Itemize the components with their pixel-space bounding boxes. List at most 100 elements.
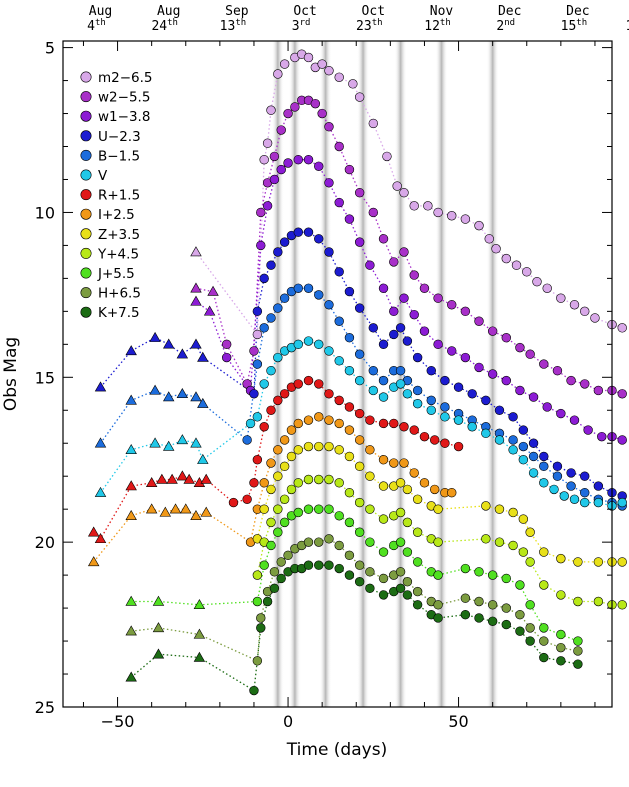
legend-marker bbox=[80, 91, 92, 103]
data-point bbox=[580, 497, 590, 508]
data-point bbox=[617, 497, 627, 508]
data-point-triangle bbox=[125, 595, 137, 606]
data-point bbox=[266, 313, 276, 323]
data-point-triangle bbox=[152, 648, 165, 659]
data-point bbox=[293, 283, 303, 293]
data-point bbox=[528, 392, 539, 402]
data-point bbox=[453, 415, 464, 425]
data-point bbox=[354, 408, 365, 419]
data-point bbox=[314, 290, 324, 300]
data-point bbox=[378, 514, 389, 524]
shaded-epochs bbox=[271, 41, 499, 707]
data-point bbox=[617, 389, 627, 399]
data-point bbox=[399, 293, 409, 303]
top-date-month: Dec bbox=[498, 4, 521, 19]
data-point bbox=[382, 151, 392, 162]
legend-label: Y+4.5 bbox=[97, 246, 139, 262]
data-point bbox=[354, 560, 365, 570]
data-point bbox=[525, 636, 535, 646]
top-date-day: 4th bbox=[87, 18, 106, 34]
data-point bbox=[378, 339, 389, 350]
data-point bbox=[539, 580, 549, 590]
top-date-suffix: th bbox=[576, 18, 587, 28]
data-point bbox=[501, 253, 511, 264]
data-point bbox=[256, 240, 266, 251]
data-point bbox=[539, 478, 549, 488]
data-point-triangle bbox=[176, 348, 189, 359]
data-point-triangle bbox=[162, 391, 175, 402]
data-point-triangle bbox=[145, 503, 158, 514]
data-point bbox=[484, 234, 494, 244]
data-point bbox=[467, 422, 477, 432]
data-point bbox=[447, 346, 457, 356]
data-point bbox=[556, 553, 566, 564]
data-point bbox=[409, 201, 419, 211]
legend-label: K+7.5 bbox=[98, 305, 140, 321]
legend-marker bbox=[80, 267, 92, 279]
data-point bbox=[221, 352, 232, 363]
legend-label: V bbox=[98, 168, 108, 184]
data-point bbox=[303, 52, 314, 63]
data-point bbox=[474, 596, 484, 607]
data-point bbox=[501, 573, 511, 584]
data-point bbox=[354, 349, 365, 359]
data-point bbox=[518, 455, 529, 465]
data-point bbox=[593, 385, 604, 396]
data-point bbox=[334, 478, 344, 488]
data-point bbox=[395, 583, 406, 594]
data-point bbox=[283, 108, 293, 119]
data-point bbox=[399, 247, 409, 257]
data-point bbox=[569, 300, 580, 310]
x-axis-title: Time (days) bbox=[286, 740, 387, 760]
top-date-day: 13th bbox=[220, 18, 247, 34]
data-point bbox=[290, 102, 300, 112]
data-point bbox=[344, 517, 355, 528]
data-point bbox=[314, 560, 324, 570]
legend-marker bbox=[80, 247, 92, 259]
data-point bbox=[460, 593, 471, 603]
data-point bbox=[494, 537, 505, 547]
data-point bbox=[303, 441, 314, 452]
data-point-triangle bbox=[193, 651, 206, 662]
data-point bbox=[365, 415, 375, 425]
data-point bbox=[344, 570, 355, 580]
legend-marker bbox=[80, 71, 92, 83]
top-date-suffix: th bbox=[372, 18, 383, 28]
data-point-triangle bbox=[125, 671, 137, 682]
data-point bbox=[440, 438, 450, 448]
data-point-triangle bbox=[207, 285, 219, 296]
data-point bbox=[324, 122, 334, 132]
data-point-triangle bbox=[190, 338, 202, 349]
data-point bbox=[242, 435, 252, 445]
data-point bbox=[354, 187, 365, 198]
top-date-suffix: th bbox=[167, 18, 178, 28]
data-point bbox=[324, 247, 334, 257]
data-point bbox=[412, 527, 423, 537]
legend-label: R+1.5 bbox=[98, 188, 140, 204]
data-point-triangle bbox=[176, 387, 189, 398]
data-point bbox=[447, 487, 457, 498]
data-point bbox=[269, 151, 280, 162]
legend-label: B−1.5 bbox=[98, 148, 140, 164]
data-point bbox=[344, 366, 355, 376]
data-point bbox=[593, 557, 604, 567]
data-point bbox=[409, 468, 419, 478]
data-point bbox=[279, 237, 290, 247]
data-point bbox=[252, 570, 263, 580]
data-point bbox=[419, 283, 430, 293]
data-point bbox=[324, 474, 334, 485]
data-point bbox=[293, 154, 303, 165]
data-point bbox=[552, 366, 563, 376]
data-point bbox=[501, 375, 511, 386]
data-point bbox=[518, 425, 529, 435]
data-point bbox=[293, 478, 303, 488]
data-point bbox=[566, 481, 576, 491]
data-point bbox=[402, 590, 413, 600]
x-tick-label: −50 bbox=[101, 712, 135, 731]
data-point bbox=[487, 570, 498, 580]
top-date-day: 23th bbox=[356, 18, 383, 34]
data-point bbox=[508, 507, 518, 518]
data-point bbox=[378, 283, 389, 293]
data-point bbox=[252, 359, 263, 369]
